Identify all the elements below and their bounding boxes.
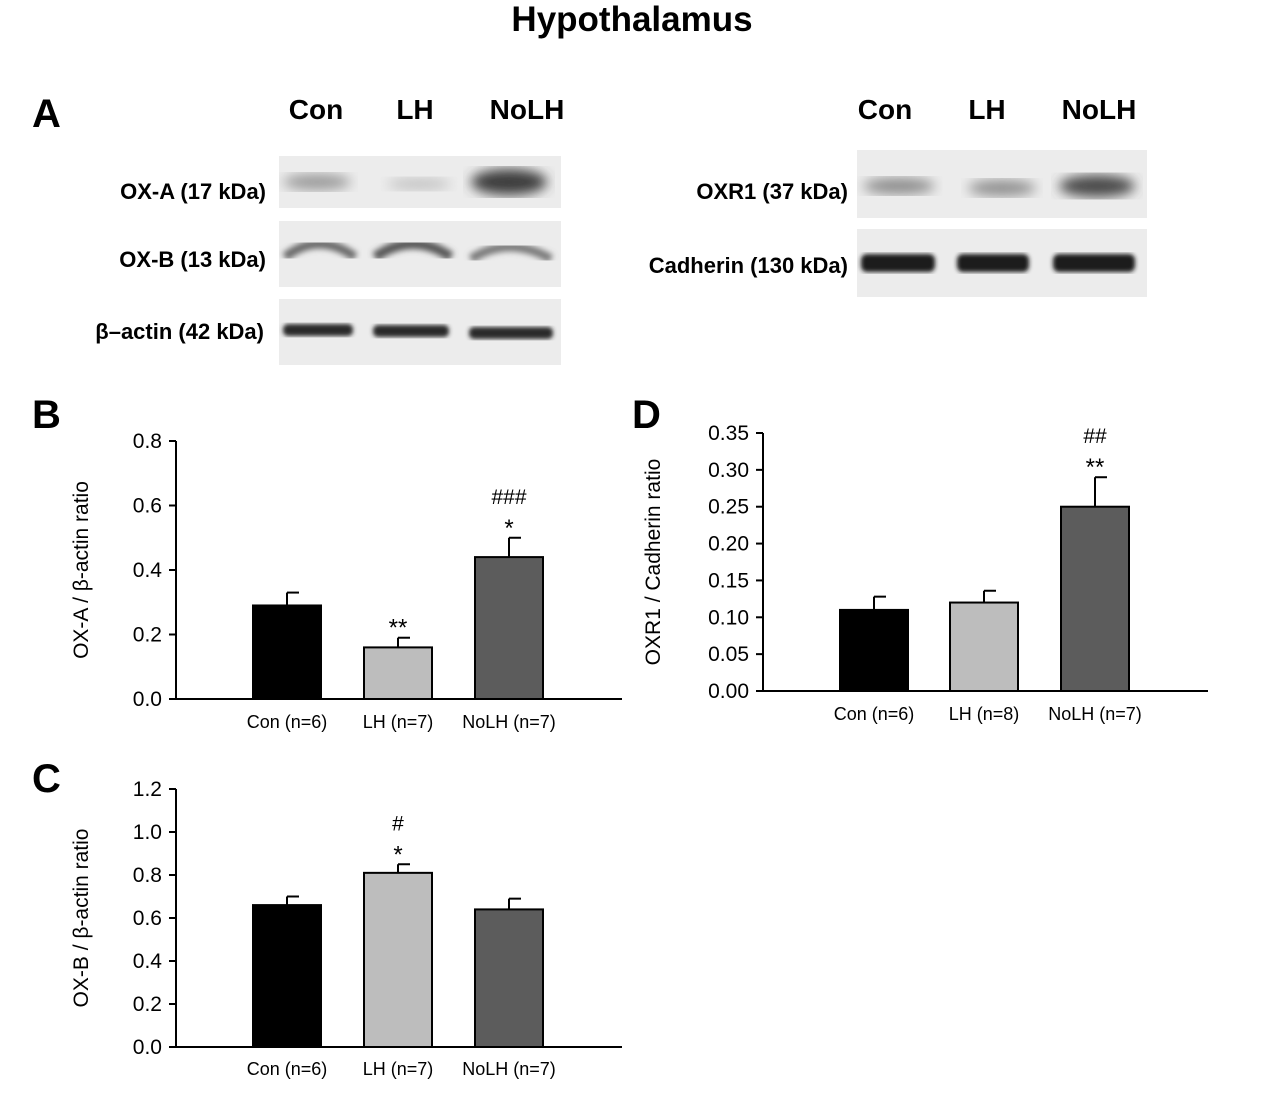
- y-tick-label-d: 0.35: [708, 422, 749, 445]
- y-tick-label-d: 0.20: [708, 533, 749, 556]
- y-tick-label-b: 0.6: [133, 495, 162, 518]
- bar-b: [363, 646, 433, 701]
- blot-oxr1: [857, 150, 1147, 218]
- bar-d: [839, 608, 909, 693]
- x-tick-label-d: Con (n=6): [834, 704, 915, 724]
- blot-label-oxr1: OXR1 (37 kDa): [696, 179, 848, 204]
- blot-label-oxb: OX-B (13 kDa): [119, 247, 266, 272]
- significance-mark-c: *: [393, 841, 402, 868]
- significance-mark-c: #: [392, 812, 404, 835]
- x-tick-label-c: NoLH (n=7): [462, 1059, 556, 1079]
- panel-letter-c: C: [32, 757, 61, 801]
- lane-label-nolh-left: NoLH: [489, 94, 565, 125]
- y-tick-label-d: 0.30: [708, 459, 749, 482]
- y-tick-label-d: 0.10: [708, 606, 749, 629]
- blot-label-cadherin: Cadherin (130 kDa): [648, 253, 848, 278]
- y-tick-label-c: 0.0: [133, 1036, 162, 1059]
- significance-mark-b: **: [389, 615, 408, 642]
- x-tick-label-c: Con (n=6): [247, 1059, 328, 1079]
- blot-cadherin: [857, 229, 1147, 297]
- y-tick-label-b: 0.0: [133, 688, 162, 711]
- y-tick-label-d: 0.15: [708, 569, 749, 592]
- y-tick-label-c: 0.8: [133, 864, 162, 887]
- panel-letter-b: B: [32, 393, 61, 437]
- significance-mark-b: *: [504, 515, 513, 542]
- significance-mark-d: **: [1086, 454, 1105, 481]
- blot-actin: [279, 299, 561, 365]
- y-axis-label-d: OXR1 / Cadherin ratio: [642, 459, 665, 666]
- x-tick-label-b: NoLH (n=7): [462, 712, 556, 732]
- blot-label-actin: β–actin (42 kDa): [95, 319, 264, 344]
- y-tick-label-c: 0.2: [133, 993, 162, 1016]
- bar-b: [474, 556, 544, 700]
- y-tick-label-c: 1.2: [133, 778, 162, 801]
- y-tick-label-c: 0.4: [133, 950, 163, 973]
- x-tick-label-d: LH (n=8): [949, 704, 1020, 724]
- bar-c: [474, 908, 544, 1049]
- x-tick-label-d: NoLH (n=7): [1048, 704, 1142, 724]
- y-tick-label-d: 0.05: [708, 643, 749, 666]
- bar-c: [363, 871, 433, 1048]
- blot-oxb: [279, 221, 561, 287]
- y-tick-label-c: 1.0: [133, 821, 162, 844]
- bar-c: [252, 904, 322, 1048]
- significance-mark-b: ###: [491, 486, 526, 509]
- y-tick-label-c: 0.6: [133, 907, 162, 930]
- y-tick-label-b: 0.2: [133, 624, 162, 647]
- y-tick-label-d: 0.00: [708, 680, 749, 703]
- y-tick-label-b: 0.4: [133, 559, 163, 582]
- bar-d: [949, 601, 1019, 692]
- lane-label-lh-left: LH: [396, 94, 434, 125]
- x-tick-label-b: LH (n=7): [363, 712, 434, 732]
- y-tick-label-b: 0.8: [133, 430, 162, 453]
- bar-b: [252, 604, 322, 700]
- x-tick-label-b: Con (n=6): [247, 712, 328, 732]
- lane-label-lh-right: LH: [968, 94, 1006, 125]
- lane-label-nolh-right: NoLH: [1061, 94, 1137, 125]
- y-tick-label-d: 0.25: [708, 496, 749, 519]
- blot-label-oxa: OX-A (17 kDa): [120, 179, 266, 204]
- y-axis-label-c: OX-B / β-actin ratio: [70, 829, 93, 1008]
- blot-oxa: [279, 156, 561, 208]
- panel-letter-a: A: [32, 92, 61, 136]
- figure-title: Hypothalamus: [511, 0, 753, 39]
- bar-d: [1060, 505, 1130, 693]
- x-tick-label-c: LH (n=7): [363, 1059, 434, 1079]
- panel-letter-d: D: [632, 393, 661, 437]
- significance-mark-d: ##: [1083, 425, 1107, 448]
- lane-label-con-left: Con: [288, 94, 344, 125]
- y-axis-label-b: OX-A / β-actin ratio: [70, 481, 93, 659]
- lane-label-con-right: Con: [857, 94, 913, 125]
